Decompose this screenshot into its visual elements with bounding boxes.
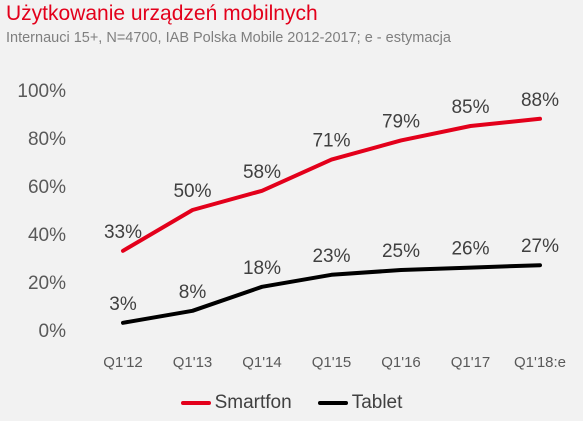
legend-item-tablet: Tablet — [317, 392, 403, 414]
y-tick-label-40: 40% — [28, 225, 66, 246]
chart-subtitle: Internauci 15+, N=4700, IAB Polska Mobil… — [6, 30, 451, 46]
legend-label-smartfon: Smartfon — [214, 392, 292, 413]
data-label-smartfon-q1-12: 33% — [104, 222, 142, 243]
legend: Smartfon Tablet — [0, 392, 583, 414]
line-chart: 0%20%40%60%80%100% Q1'12 Q1'13 Q1'14 Q1'15 Q… — [17, 81, 566, 371]
data-label-tablet-q1-16: 25% — [382, 241, 420, 262]
data-label-smartfon-q1-15: 71% — [312, 131, 350, 152]
data-label-tablet-q1-17: 26% — [451, 239, 489, 260]
series-line-tablet — [121, 263, 542, 325]
legend-label-tablet: Tablet — [351, 392, 403, 413]
legend-item-smartfon: Smartfon — [180, 392, 292, 414]
data-label-smartfon-q1-16: 79% — [382, 111, 420, 132]
x-axis: Q1'12 Q1'13 Q1'14 Q1'15 Q1'16 Q1'17 Q1'18:e — [103, 354, 566, 371]
series-line-smartfon — [121, 116, 542, 253]
y-tick-label-20: 20% — [28, 273, 66, 294]
legend-swatch-smartfon — [180, 401, 211, 405]
data-label-tablet-q1-12: 3% — [109, 294, 137, 315]
data-label-tablet-q1-13: 8% — [179, 282, 207, 303]
x-tick-label-q1-12: Q1'12 — [103, 354, 143, 371]
data-label-tablet-q1-15: 23% — [312, 246, 350, 267]
data-label-tablet-q1-14: 18% — [243, 258, 281, 279]
x-tick-label-q1-13: Q1'13 — [173, 354, 213, 371]
legend-swatch-tablet — [317, 401, 348, 405]
series-lines — [121, 116, 542, 325]
data-label-smartfon-q1-13: 50% — [173, 181, 211, 202]
y-tick-label-60: 60% — [28, 177, 66, 198]
y-tick-label-100: 100% — [17, 81, 66, 102]
data-label-tablet-q1-18-e: 27% — [521, 236, 559, 257]
y-axis: 0% 20% 40% 60% 80% 100% — [17, 81, 66, 342]
x-tick-label-q1-14: Q1'14 — [242, 354, 282, 371]
y-tick-label-80: 80% — [28, 129, 66, 150]
y-tick-label-0: 0% — [39, 321, 67, 342]
x-tick-label-q1-15: Q1'15 — [312, 354, 352, 371]
x-tick-label-q1-18-e: Q1'18:e — [514, 354, 566, 371]
x-tick-label-q1-17: Q1'17 — [451, 354, 491, 371]
x-tick-label-q1-16: Q1'16 — [381, 354, 421, 371]
data-label-smartfon-q1-17: 85% — [451, 97, 489, 118]
chart-title: Użytkowanie urządzeń mobilnych — [6, 2, 318, 25]
data-label-smartfon-q1-14: 58% — [243, 162, 281, 183]
data-label-smartfon-q1-18-e: 88% — [521, 90, 559, 111]
data-labels: 33% 50% 58% 71% 79% 85% 88% 3% 8% 18% 23% 25% 26% 27% — [104, 90, 559, 315]
